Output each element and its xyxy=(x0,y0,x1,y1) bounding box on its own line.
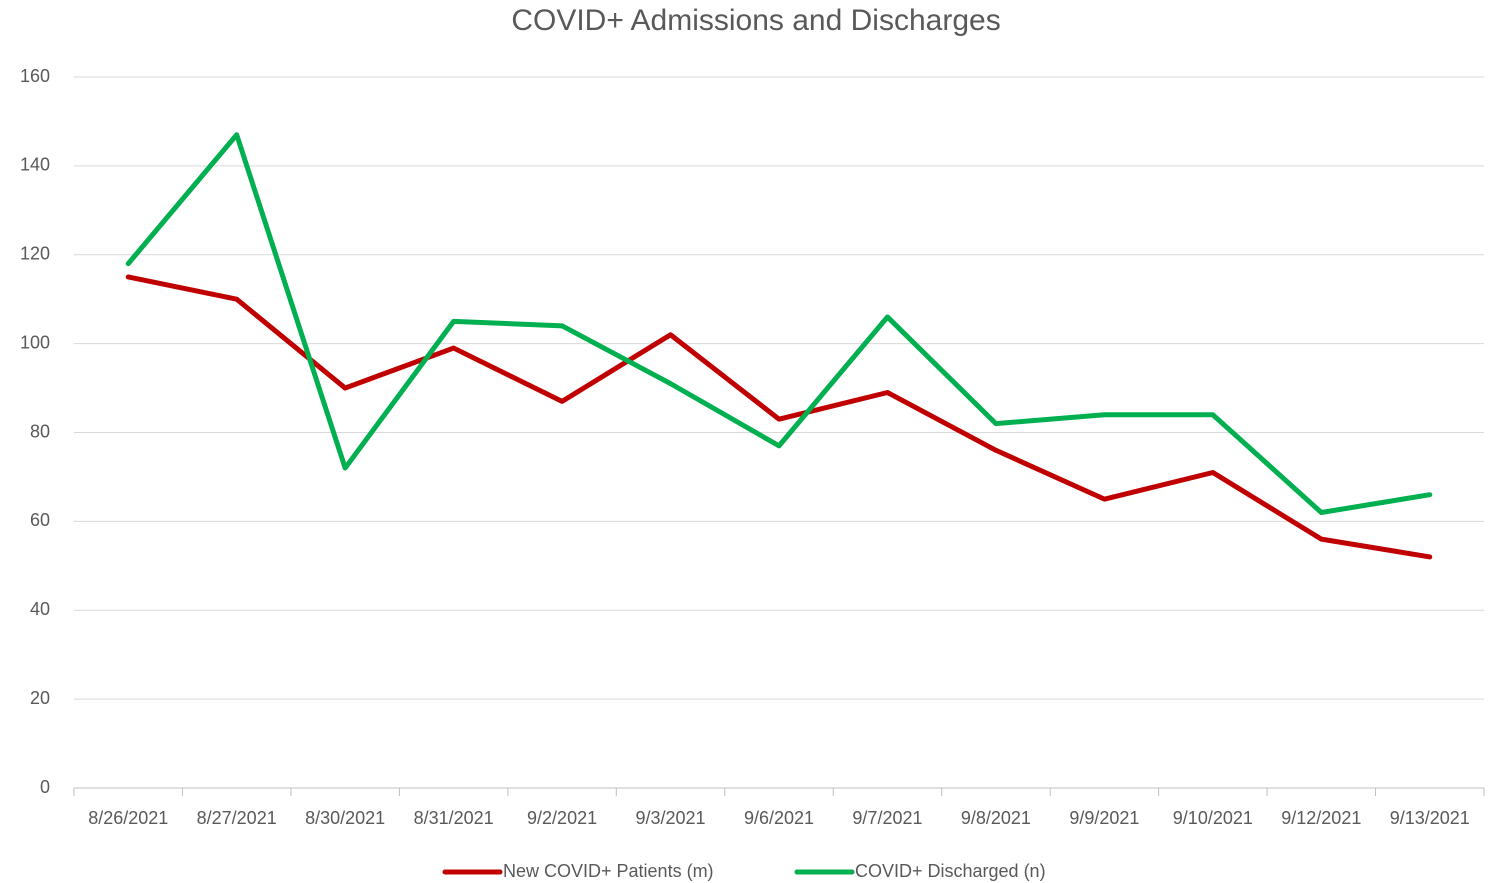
series-line xyxy=(125,132,1433,515)
chart-title: COVID+ Admissions and Discharges xyxy=(511,4,1000,37)
y-tick-label: 120 xyxy=(20,244,50,264)
x-tick-label: 9/9/2021 xyxy=(1069,808,1139,828)
y-tick-label: 100 xyxy=(20,332,50,352)
x-tick-label: 8/27/2021 xyxy=(197,808,277,828)
x-tick-label: 8/31/2021 xyxy=(414,808,494,828)
y-tick-label: 140 xyxy=(20,155,50,175)
y-tick-label: 160 xyxy=(20,66,50,86)
x-tick-label: 9/13/2021 xyxy=(1390,808,1470,828)
legend-label: New COVID+ Patients (m) xyxy=(503,861,714,881)
x-tick-label: 9/10/2021 xyxy=(1173,808,1253,828)
x-tick-label: 9/6/2021 xyxy=(744,808,814,828)
legend-label: COVID+ Discharged (n) xyxy=(855,861,1046,881)
x-tick-label: 9/2/2021 xyxy=(527,808,597,828)
y-tick-label: 80 xyxy=(30,421,50,441)
x-tick-label: 8/30/2021 xyxy=(305,808,385,828)
series-line xyxy=(125,274,1433,560)
x-tick-label: 9/8/2021 xyxy=(961,808,1031,828)
x-tick-label: 9/12/2021 xyxy=(1281,808,1361,828)
x-tick-label: 9/3/2021 xyxy=(635,808,705,828)
x-tick-label: 9/7/2021 xyxy=(852,808,922,828)
y-tick-label: 60 xyxy=(30,510,50,530)
y-tick-label: 0 xyxy=(40,777,50,797)
x-tick-label: 8/26/2021 xyxy=(88,808,168,828)
y-tick-label: 20 xyxy=(30,688,50,708)
y-tick-label: 40 xyxy=(30,599,50,619)
